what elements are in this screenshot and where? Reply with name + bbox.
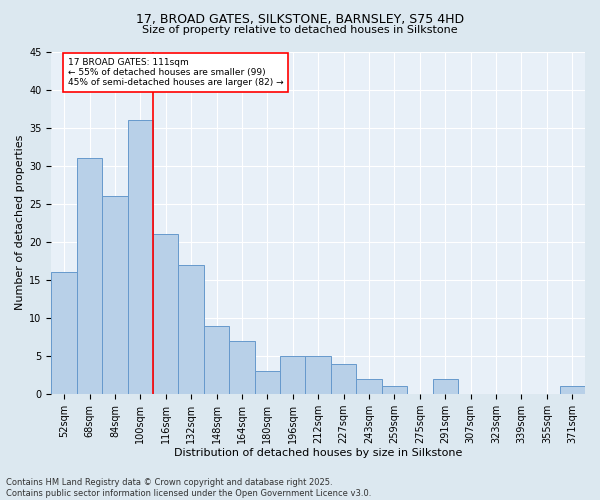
X-axis label: Distribution of detached houses by size in Silkstone: Distribution of detached houses by size … xyxy=(174,448,463,458)
Text: 17, BROAD GATES, SILKSTONE, BARNSLEY, S75 4HD: 17, BROAD GATES, SILKSTONE, BARNSLEY, S7… xyxy=(136,12,464,26)
Bar xyxy=(305,356,331,394)
Bar xyxy=(229,341,254,394)
Bar xyxy=(331,364,356,394)
Bar xyxy=(153,234,178,394)
Bar xyxy=(102,196,128,394)
Bar xyxy=(433,379,458,394)
Text: Size of property relative to detached houses in Silkstone: Size of property relative to detached ho… xyxy=(142,25,458,35)
Bar xyxy=(382,386,407,394)
Bar xyxy=(52,272,77,394)
Bar xyxy=(356,379,382,394)
Bar xyxy=(128,120,153,394)
Bar xyxy=(254,372,280,394)
Text: Contains HM Land Registry data © Crown copyright and database right 2025.
Contai: Contains HM Land Registry data © Crown c… xyxy=(6,478,371,498)
Text: 17 BROAD GATES: 111sqm
← 55% of detached houses are smaller (99)
45% of semi-det: 17 BROAD GATES: 111sqm ← 55% of detached… xyxy=(68,58,284,88)
Bar xyxy=(178,264,204,394)
Bar xyxy=(280,356,305,394)
Y-axis label: Number of detached properties: Number of detached properties xyxy=(15,135,25,310)
Bar xyxy=(204,326,229,394)
Bar xyxy=(77,158,102,394)
Bar xyxy=(560,386,585,394)
